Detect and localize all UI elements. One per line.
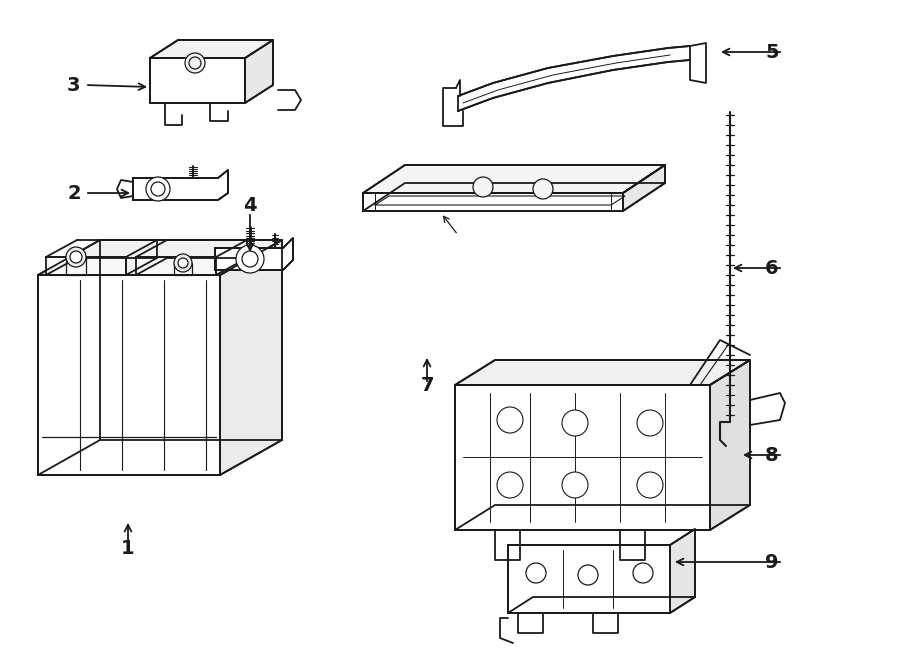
Circle shape: [533, 179, 553, 199]
Polygon shape: [133, 170, 228, 200]
Polygon shape: [670, 529, 695, 613]
Circle shape: [236, 245, 264, 273]
Polygon shape: [458, 46, 690, 111]
Polygon shape: [38, 275, 220, 475]
Polygon shape: [150, 40, 273, 58]
Polygon shape: [710, 360, 750, 530]
Circle shape: [178, 258, 188, 268]
Polygon shape: [363, 193, 623, 211]
Text: 9: 9: [765, 553, 778, 571]
Text: 4: 4: [243, 196, 256, 215]
Text: 1: 1: [122, 539, 135, 558]
Circle shape: [242, 251, 258, 267]
Polygon shape: [245, 40, 273, 103]
Circle shape: [562, 410, 588, 436]
Circle shape: [637, 472, 663, 498]
Polygon shape: [623, 165, 665, 211]
Text: 2: 2: [67, 183, 81, 203]
Circle shape: [578, 565, 598, 585]
Polygon shape: [455, 385, 710, 530]
Polygon shape: [508, 545, 670, 613]
Circle shape: [473, 177, 493, 197]
Text: 8: 8: [765, 446, 778, 465]
Polygon shape: [363, 165, 665, 193]
Circle shape: [66, 247, 86, 267]
Polygon shape: [150, 58, 245, 103]
Polygon shape: [215, 238, 293, 270]
Polygon shape: [220, 240, 282, 475]
Circle shape: [526, 563, 546, 583]
Text: 6: 6: [765, 258, 778, 277]
Text: 5: 5: [765, 42, 778, 62]
Polygon shape: [375, 197, 623, 205]
Circle shape: [633, 563, 653, 583]
Polygon shape: [455, 360, 750, 385]
Polygon shape: [46, 257, 126, 275]
Circle shape: [70, 251, 82, 263]
Circle shape: [497, 407, 523, 433]
Text: 3: 3: [67, 75, 80, 95]
Text: 7: 7: [420, 376, 434, 395]
Polygon shape: [136, 257, 216, 275]
Circle shape: [185, 53, 205, 73]
Circle shape: [146, 177, 170, 201]
Circle shape: [562, 472, 588, 498]
Circle shape: [174, 254, 192, 272]
Polygon shape: [38, 240, 282, 275]
Circle shape: [189, 57, 201, 69]
Circle shape: [497, 472, 523, 498]
Circle shape: [637, 410, 663, 436]
Circle shape: [151, 182, 165, 196]
